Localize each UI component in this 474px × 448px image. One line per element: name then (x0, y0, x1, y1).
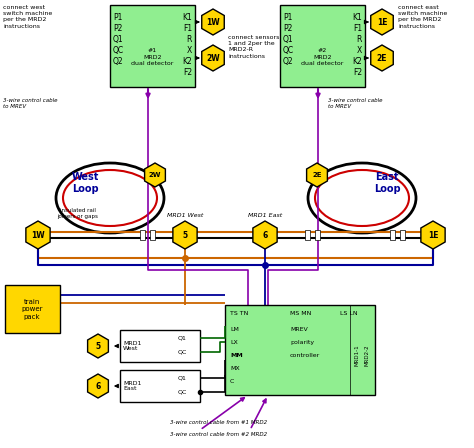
Bar (150, 230, 155, 240)
Text: 5: 5 (182, 231, 188, 240)
Text: MREV: MREV (290, 327, 308, 332)
Text: MRD1-1: MRD1-1 (355, 344, 359, 366)
Text: TS TN: TS TN (230, 311, 248, 316)
Text: 2W: 2W (149, 172, 161, 178)
Text: MRD1
East: MRD1 East (123, 381, 141, 392)
Text: C: C (230, 379, 234, 384)
Text: 1W: 1W (206, 17, 220, 26)
Text: 2E: 2E (377, 53, 387, 63)
Text: MRD2-2: MRD2-2 (365, 344, 370, 366)
Text: MX: MX (230, 366, 240, 371)
Text: F1: F1 (353, 24, 362, 33)
Text: 1W: 1W (31, 231, 45, 240)
Text: MRD1 West: MRD1 West (167, 213, 203, 218)
Text: Q1: Q1 (283, 35, 293, 44)
Text: 3-wire control cable from #2 MRD2: 3-wire control cable from #2 MRD2 (170, 432, 267, 437)
Text: R: R (356, 35, 362, 44)
Text: insulated rail
joiners or gaps: insulated rail joiners or gaps (57, 208, 99, 219)
Text: 1E: 1E (428, 231, 438, 240)
Text: 3-wire control cable from #1 MRD2: 3-wire control cable from #1 MRD2 (170, 420, 267, 425)
Polygon shape (307, 163, 328, 187)
Text: P2: P2 (113, 24, 122, 33)
Text: MS MN: MS MN (290, 311, 311, 316)
Polygon shape (88, 374, 109, 398)
Text: F2: F2 (353, 68, 362, 77)
Text: polarity: polarity (290, 340, 314, 345)
Text: connect sensors
1 and 2per the
MRD2-R
instructions: connect sensors 1 and 2per the MRD2-R in… (228, 35, 279, 59)
Polygon shape (173, 221, 197, 249)
Polygon shape (371, 9, 393, 35)
Text: K2: K2 (182, 57, 192, 66)
Text: K1: K1 (352, 13, 362, 22)
Text: 2W: 2W (206, 53, 220, 63)
Text: #2
MRD2
dual detector: #2 MRD2 dual detector (301, 48, 344, 66)
FancyBboxPatch shape (110, 5, 195, 87)
Text: P1: P1 (283, 13, 292, 22)
Text: X: X (187, 46, 192, 55)
Polygon shape (88, 334, 109, 358)
Text: X: X (357, 46, 362, 55)
Text: QC: QC (113, 46, 124, 55)
Text: connect east
switch machine
per the MRD2
instructions: connect east switch machine per the MRD2… (398, 5, 447, 29)
FancyBboxPatch shape (280, 5, 365, 87)
FancyBboxPatch shape (120, 370, 200, 402)
Text: connect west
switch machine
per the MRD2
instructions: connect west switch machine per the MRD2… (3, 5, 52, 29)
Text: QC: QC (283, 46, 294, 55)
Polygon shape (253, 221, 277, 249)
Polygon shape (145, 163, 165, 187)
Polygon shape (26, 221, 50, 249)
Text: 5: 5 (95, 341, 100, 350)
Text: LM: LM (230, 327, 239, 332)
Text: F1: F1 (183, 24, 192, 33)
Polygon shape (202, 9, 224, 35)
Text: QC: QC (178, 389, 187, 395)
Bar (305, 230, 310, 240)
FancyBboxPatch shape (225, 305, 375, 395)
Text: MM: MM (230, 353, 243, 358)
Bar (140, 230, 145, 240)
Text: 3-wire control cable
to MREV: 3-wire control cable to MREV (328, 98, 383, 109)
Text: LS LN: LS LN (340, 311, 357, 316)
Text: 2E: 2E (312, 172, 322, 178)
Text: #1
MRD2
dual detector: #1 MRD2 dual detector (131, 48, 173, 66)
Polygon shape (371, 45, 393, 71)
Polygon shape (421, 221, 445, 249)
Bar (315, 230, 320, 240)
Text: East
Loop: East Loop (374, 172, 401, 194)
Bar (390, 230, 395, 240)
Text: West
Loop: West Loop (71, 172, 99, 194)
Text: 6: 6 (95, 382, 100, 391)
Text: QC: QC (178, 349, 187, 354)
Text: MRD1 East: MRD1 East (248, 213, 282, 218)
Text: P2: P2 (283, 24, 292, 33)
Text: MRD1
West: MRD1 West (123, 340, 141, 351)
Text: K2: K2 (352, 57, 362, 66)
Text: Q2: Q2 (283, 57, 293, 66)
Text: F2: F2 (183, 68, 192, 77)
Text: Q1: Q1 (178, 336, 187, 340)
Polygon shape (202, 45, 224, 71)
FancyBboxPatch shape (5, 285, 60, 333)
Text: controller: controller (290, 353, 320, 358)
FancyBboxPatch shape (120, 330, 200, 362)
Text: 3-wire control cable
to MREV: 3-wire control cable to MREV (3, 98, 57, 109)
Text: LX: LX (230, 340, 238, 345)
Text: Q2: Q2 (113, 57, 124, 66)
Text: 6: 6 (263, 231, 268, 240)
Text: Q1: Q1 (178, 375, 187, 380)
Text: R: R (187, 35, 192, 44)
Text: P1: P1 (113, 13, 122, 22)
Text: 1E: 1E (377, 17, 387, 26)
Text: train
power
pack: train power pack (21, 298, 43, 319)
Text: Q1: Q1 (113, 35, 124, 44)
Bar (400, 230, 405, 240)
Text: K1: K1 (182, 13, 192, 22)
